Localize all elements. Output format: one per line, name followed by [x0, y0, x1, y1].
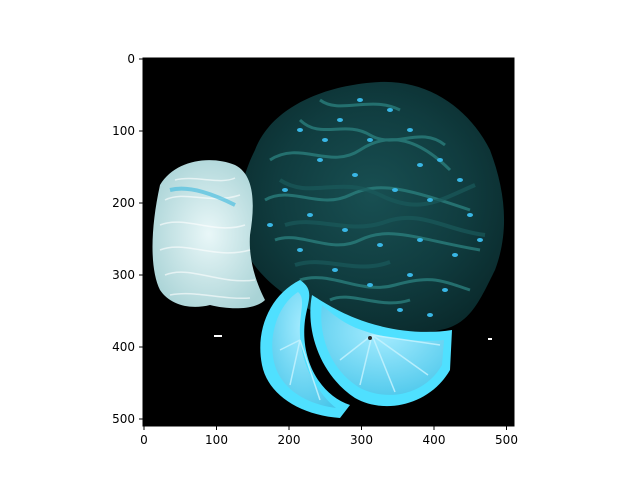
y-tick-label: 400 — [112, 340, 135, 354]
x-tick-label: 100 — [205, 433, 228, 447]
x-axis — [143, 426, 507, 430]
y-tick-label: 500 — [112, 412, 135, 426]
glass-noodles — [152, 160, 265, 309]
noodle-blue-streak — [169, 186, 236, 207]
seaweed-strands-dark — [278, 178, 486, 269]
y-tick-label: 0 — [127, 52, 135, 66]
x-tick-labels: 0 100 200 300 400 500 — [140, 433, 518, 447]
lemon-segments — [279, 334, 441, 401]
sesame-seeds — [267, 98, 483, 317]
seaweed-salad — [239, 81, 505, 335]
x-tick-label: 400 — [423, 433, 446, 447]
lemon-slice-left-flesh — [272, 292, 336, 408]
x-tick-label: 200 — [278, 433, 301, 447]
y-tick-label: 100 — [112, 124, 135, 138]
y-tick-labels: 0 100 200 300 400 500 — [112, 52, 135, 426]
y-tick-label: 200 — [112, 196, 135, 210]
x-tick-label: 0 — [140, 433, 148, 447]
y-tick-label: 300 — [112, 268, 135, 282]
lemon-seed — [368, 336, 372, 340]
food-photo — [152, 81, 505, 418]
x-tick-label: 500 — [495, 433, 518, 447]
speck — [488, 338, 492, 340]
axes-frame — [142, 57, 515, 427]
y-axis — [139, 58, 143, 420]
lemon-slice-right-flesh — [321, 305, 444, 395]
noodle-strands — [159, 177, 256, 300]
seaweed-strands — [264, 98, 481, 305]
x-tick-label: 300 — [350, 433, 373, 447]
speck — [214, 335, 222, 337]
